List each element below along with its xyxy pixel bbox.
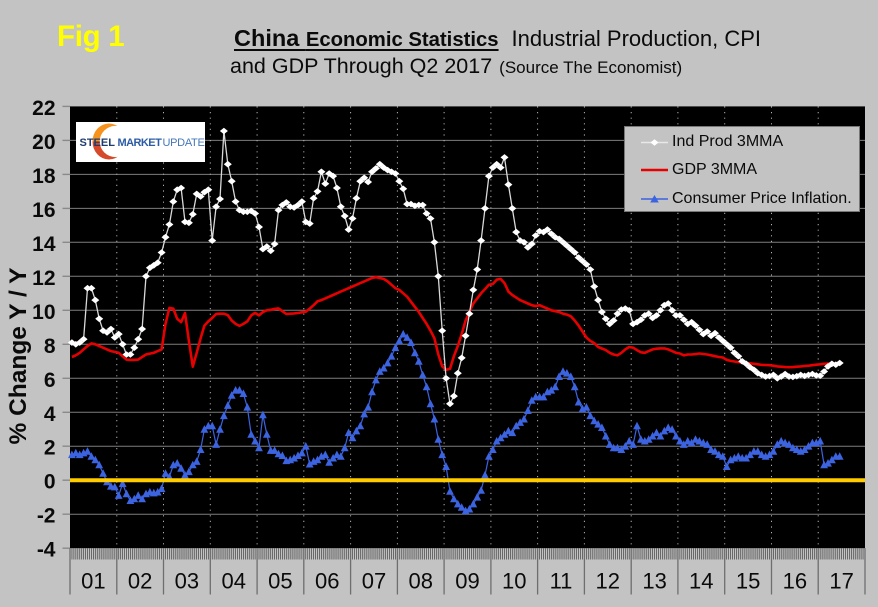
svg-text:-4: -4	[37, 539, 56, 562]
svg-text:16: 16	[32, 199, 55, 222]
svg-text:MARKET: MARKET	[118, 137, 163, 149]
svg-text:12: 12	[32, 267, 55, 290]
svg-text:17: 17	[829, 569, 853, 594]
svg-text:18: 18	[32, 165, 56, 188]
svg-text:02: 02	[128, 569, 152, 594]
svg-text:13: 13	[642, 569, 666, 594]
svg-text:% Change Y / Y: % Change Y / Y	[5, 267, 32, 444]
svg-text:-2: -2	[37, 505, 56, 528]
svg-text:22: 22	[32, 97, 55, 120]
svg-text:08: 08	[408, 569, 432, 594]
svg-text:6: 6	[44, 369, 56, 392]
svg-text:8: 8	[44, 335, 56, 358]
svg-text:4: 4	[44, 403, 56, 426]
svg-text:2: 2	[44, 437, 56, 460]
svg-text:09: 09	[455, 569, 479, 594]
svg-text:05: 05	[268, 569, 292, 594]
svg-text:01: 01	[81, 569, 105, 594]
svg-text:12: 12	[596, 569, 620, 594]
svg-text:14: 14	[689, 569, 713, 594]
svg-text:06: 06	[315, 569, 339, 594]
svg-text:10: 10	[502, 569, 526, 594]
svg-text:UPDATE: UPDATE	[163, 137, 205, 149]
svg-text:11: 11	[550, 569, 573, 594]
svg-text:03: 03	[175, 569, 199, 594]
svg-text:14: 14	[32, 233, 56, 256]
svg-text:20: 20	[32, 131, 55, 154]
svg-text:10: 10	[32, 301, 55, 324]
svg-text:16: 16	[783, 569, 807, 594]
svg-text:04: 04	[221, 569, 245, 594]
svg-text:STEEL: STEEL	[80, 137, 116, 149]
svg-text:0: 0	[44, 471, 56, 494]
svg-text:07: 07	[362, 569, 386, 594]
svg-text:15: 15	[736, 569, 760, 594]
